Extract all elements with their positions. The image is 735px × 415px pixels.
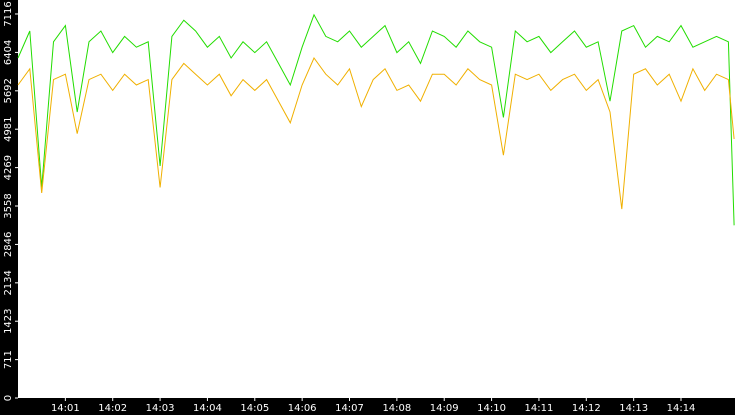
y-tick-label: 4269 [3,155,14,180]
y-tick-label: 2846 [3,232,14,257]
y-tick-label: 3558 [3,193,14,218]
x-tick-label: 14:13 [619,403,648,414]
x-tick-label: 14:08 [382,403,411,414]
x-tick-label: 14:12 [572,403,601,414]
y-tick-label: 0 [3,395,14,401]
y-tick-label: 5692 [3,78,14,103]
x-tick-label: 14:05 [240,403,269,414]
x-tick-label: 14:04 [193,403,222,414]
y-tick-label: 711 [3,350,14,369]
series-line [17,57,735,210]
x-tick-label: 14:03 [146,403,175,414]
y-tick-label: 6404 [3,40,14,65]
y-tick-label: 4981 [3,116,14,141]
x-tick-label: 14:02 [98,403,127,414]
y-tick-label: 1423 [3,308,14,333]
x-tick-label: 14:11 [525,403,554,414]
x-tick-label: 14:09 [430,403,459,414]
y-tick-label: 7116 [3,1,14,26]
x-tick-label: 14:10 [477,403,506,414]
x-tick-label: 14:07 [335,403,364,414]
series-line [17,13,735,226]
x-tick-label: 14:01 [51,403,80,414]
plot-area [18,0,735,398]
x-tick-label: 14:06 [288,403,317,414]
x-tick-label: 14:14 [667,403,696,414]
y-tick-label: 2134 [3,270,14,295]
